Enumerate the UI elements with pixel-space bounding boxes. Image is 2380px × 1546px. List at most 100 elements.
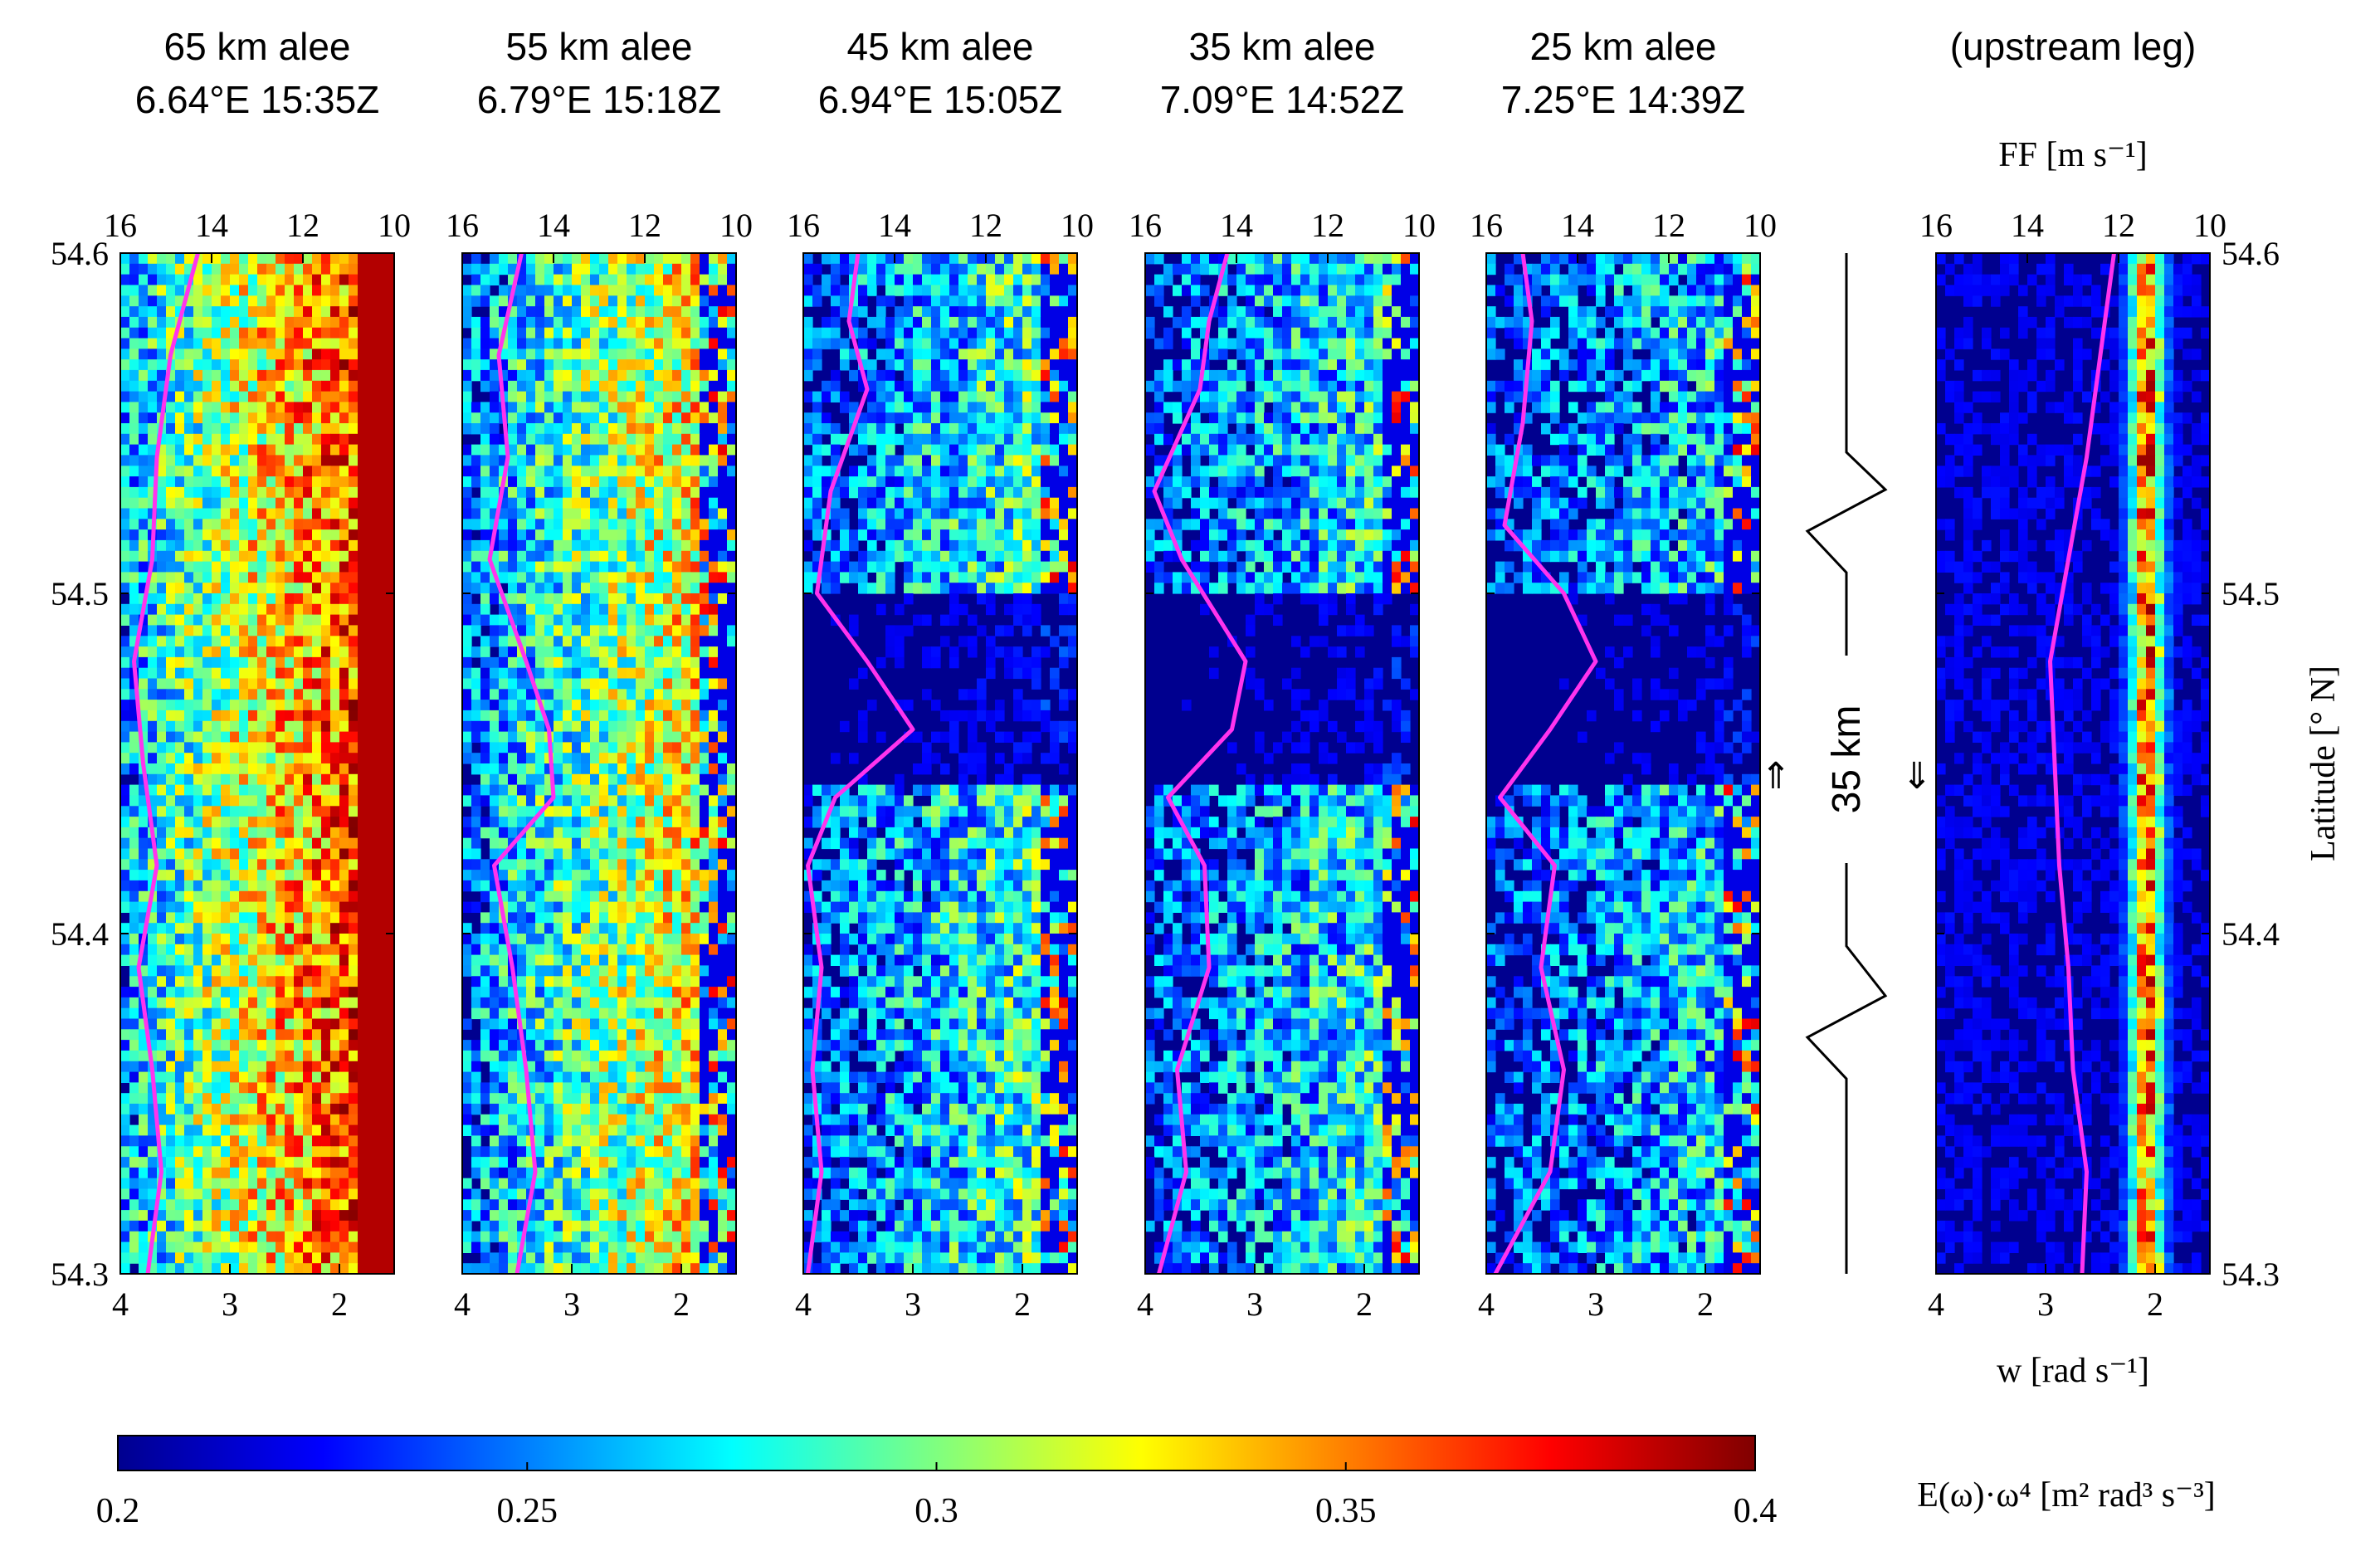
heat-cell — [681, 444, 691, 456]
heat-cell — [230, 965, 240, 977]
heat-cell — [212, 561, 222, 573]
heat-cell — [266, 561, 276, 573]
heat-cell — [718, 508, 728, 519]
heat-cell — [654, 763, 664, 775]
heat-cell — [248, 890, 258, 903]
heat-cell — [202, 423, 212, 435]
heat-cell — [148, 1018, 158, 1030]
heat-cell — [700, 497, 710, 510]
heat-cell — [517, 486, 527, 499]
heat-cell — [517, 944, 527, 956]
heat-cell — [636, 327, 646, 339]
heat-cell — [330, 306, 340, 318]
heat-cell — [590, 359, 600, 371]
heat-cell — [285, 773, 295, 786]
heat-cell — [544, 912, 554, 924]
heat-cell — [239, 316, 249, 329]
heat-cell — [690, 603, 700, 616]
heat-cell — [376, 561, 386, 573]
heat-cell — [285, 901, 295, 913]
heat-cell — [462, 837, 472, 850]
heat-cell — [184, 1146, 194, 1158]
heat-cell — [681, 391, 691, 402]
heat-cell — [166, 1157, 176, 1168]
heat-cell — [480, 870, 490, 881]
heat-cell — [499, 934, 509, 945]
heat-cell — [202, 1018, 212, 1030]
heat-cell — [627, 890, 636, 903]
heat-cell — [212, 636, 222, 647]
heat-cell — [202, 476, 212, 488]
heat-cell — [175, 529, 185, 541]
heat-cell — [139, 1061, 149, 1073]
heat-cell — [554, 412, 563, 424]
heat-cell — [617, 263, 627, 276]
heat-cell — [157, 572, 167, 583]
heat-cell — [627, 539, 636, 552]
heat-cell — [166, 412, 176, 424]
heat-cell — [120, 859, 130, 871]
heat-cell — [718, 583, 728, 594]
heat-cell — [294, 316, 304, 329]
heat-cell — [202, 784, 212, 796]
heat-cell — [276, 391, 285, 402]
heat-cell — [608, 369, 618, 382]
heat-cell — [627, 837, 636, 850]
heat-cell — [294, 529, 304, 541]
heat-cell — [645, 625, 655, 636]
heat-cell — [148, 263, 158, 276]
heat-cell — [581, 912, 591, 924]
heat-cell — [349, 901, 358, 913]
heat-cell — [276, 1093, 285, 1105]
heat-cell — [471, 710, 481, 722]
heat-cell — [544, 700, 554, 711]
heat-cell — [202, 402, 212, 413]
heat-cell — [330, 253, 340, 265]
heat-cell — [672, 402, 682, 413]
heat-cell — [663, 423, 673, 435]
heat-cell — [321, 1104, 331, 1115]
heat-cell — [202, 625, 212, 636]
heat-cell — [129, 1178, 139, 1190]
heat-cell — [617, 784, 627, 796]
heat-cell — [129, 636, 139, 647]
heat-cell — [303, 901, 313, 913]
heat-cell — [266, 1167, 276, 1179]
heat-cell — [358, 1135, 368, 1147]
heat-cell — [202, 1220, 212, 1232]
heat-cell — [193, 572, 203, 583]
heat-cell — [727, 380, 737, 393]
heat-cell — [572, 380, 582, 393]
heat-cell — [572, 763, 582, 775]
heat-cell — [654, 954, 664, 966]
heat-cell — [563, 359, 573, 371]
heat-cell — [471, 987, 481, 998]
heat-cell — [581, 753, 591, 764]
heat-cell — [709, 306, 719, 318]
heat-cell — [572, 369, 582, 382]
heat-cell — [709, 550, 719, 563]
heat-cell — [727, 508, 737, 519]
heat-cell — [248, 433, 258, 446]
heat-cell — [294, 944, 304, 956]
heat-cell — [654, 784, 664, 796]
heat-cell — [471, 539, 481, 552]
heat-cell — [636, 859, 646, 871]
heat-cell — [157, 593, 167, 605]
heat-cell — [120, 476, 130, 488]
heat-cell — [321, 349, 331, 360]
heat-cell — [617, 359, 627, 371]
heat-cell — [471, 263, 481, 276]
heat-cell — [617, 773, 627, 786]
heat-cell — [367, 561, 377, 573]
heat-cell — [581, 934, 591, 945]
heat-cell — [599, 817, 609, 828]
heat-cell — [672, 625, 682, 636]
heat-cell — [700, 486, 710, 499]
heat-cell — [248, 1050, 258, 1062]
heat-cell — [276, 338, 285, 349]
heat-cell — [212, 784, 222, 796]
heat-cell — [330, 1146, 340, 1158]
heat-cell — [608, 720, 618, 733]
heat-cell — [572, 848, 582, 860]
